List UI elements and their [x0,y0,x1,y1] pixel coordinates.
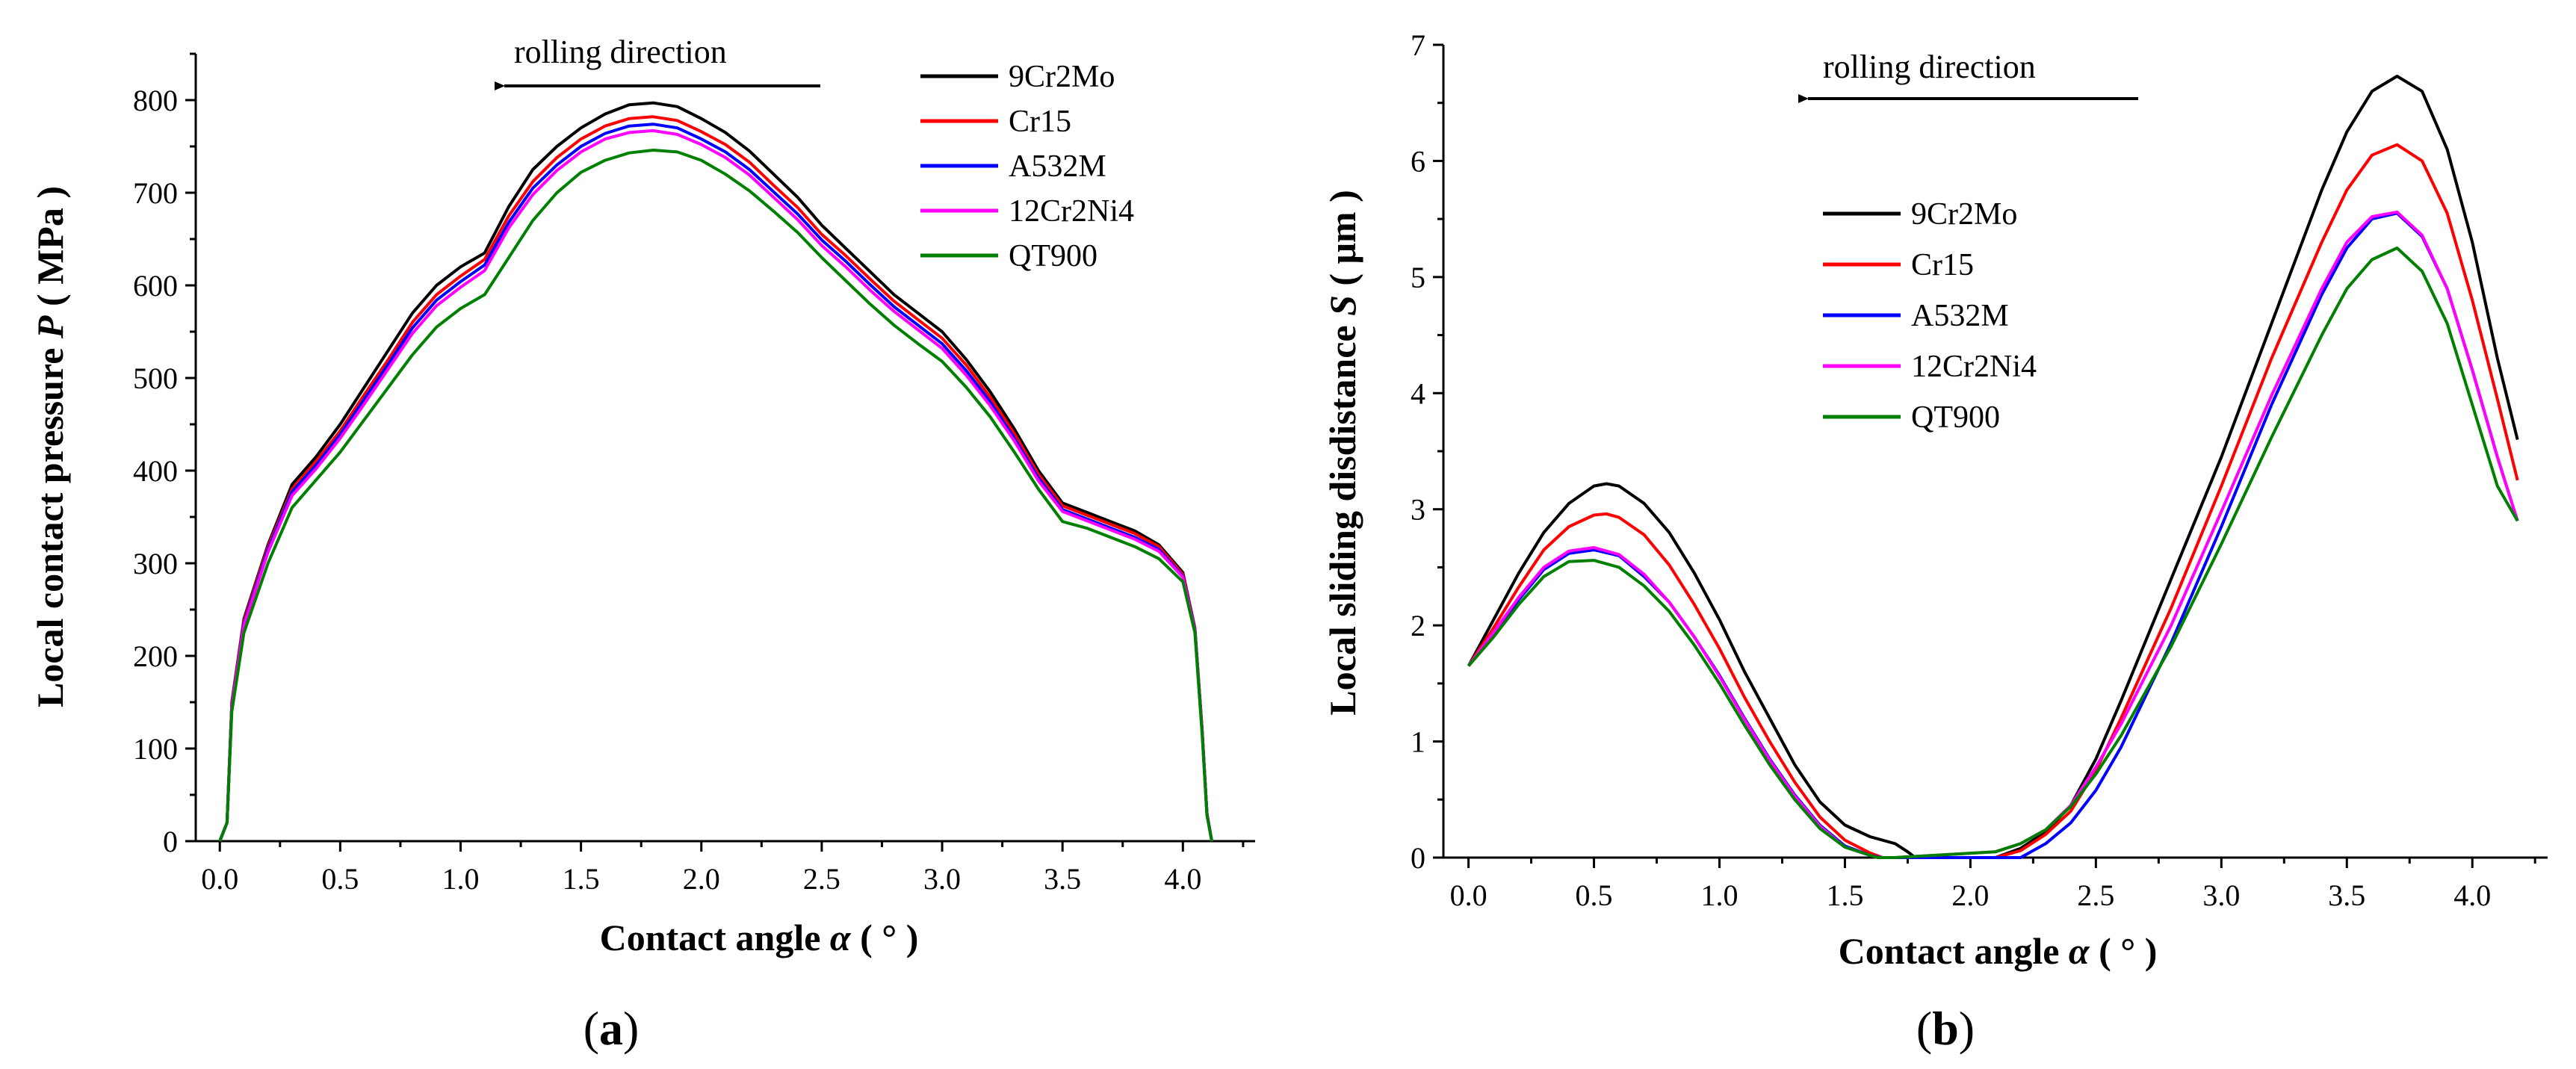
legend-label-A532M: A532M [1911,299,2009,333]
y-tick-label: 6 [1411,144,1425,178]
x-axis-label: Contact angle α ( ° ) [600,917,919,958]
x-tick-label: 2.0 [683,862,720,896]
y-tick-label: 100 [133,732,178,766]
x-tick-label: 2.5 [803,862,840,896]
x-tick-label: 1.0 [1701,879,1739,912]
legend-label-Cr15: Cr15 [1911,248,1974,282]
legend-label-9Cr2Mo: 9Cr2Mo [1009,60,1115,94]
legend-label-12Cr2Ni4: 12Cr2Ni4 [1009,194,1134,229]
y-tick-label: 500 [133,362,178,395]
x-tick-label: 3.5 [1044,862,1081,896]
x-tick-label: 4.0 [2453,879,2491,912]
legend-label-9Cr2Mo: 9Cr2Mo [1911,197,2017,232]
y-tick-label: 400 [133,454,178,488]
x-ticks: 0.0 0.5 1.0 1.5 2.0 2.5 3.0 3.5 4.0 [201,841,1245,896]
x-tick-label: 3.0 [2202,879,2240,912]
legend-label-A532M: A532M [1009,149,1106,184]
y-ticks: 0 100 200 300 400 500 600 700 800 [133,52,196,858]
legend: 9Cr2Mo Cr15 A532M 12Cr2Ni4 QT900 [920,60,1134,273]
y-tick-label: 300 [133,547,178,580]
legend: 9Cr2Mo Cr15 A532M 12Cr2Ni4 QT900 [1823,197,2037,435]
y-ticks: 0 1 2 3 4 5 6 7 [1411,28,1443,875]
y-tick-label: 7 [1411,28,1425,62]
y-tick-label: 4 [1411,377,1425,410]
chart-panel-a: 0.0 0.5 1.0 1.5 2.0 2.5 3.0 3.5 4.0 0 100 200 300 40… [29,34,1255,1055]
x-tick-label: 0.5 [1576,879,1613,912]
series-line-QT900 [218,149,1213,842]
x-tick-label: 0.5 [321,862,359,896]
rolling-direction-label: rolling direction [514,34,727,70]
x-tick-label: 3.0 [923,862,961,896]
series-line-9Cr2Mo [1467,75,2519,859]
legend-label-Cr15: Cr15 [1009,105,1071,139]
x-tick-label: 0.0 [201,862,238,896]
series-line-12Cr2Ni4 [218,128,1213,842]
y-tick-label: 5 [1411,261,1425,294]
series-line-9Cr2Mo [218,101,1213,842]
y-tick-label: 600 [133,269,178,303]
x-tick-label: 1.5 [563,862,600,896]
x-tick-label: 3.5 [2328,879,2365,912]
panel-label-b: (b) [1916,1002,1975,1055]
x-tick-label: 2.0 [1951,879,1989,912]
legend-label-QT900: QT900 [1911,400,2000,435]
y-axis-label: Local contact pressure P ( MPa ) [29,186,71,707]
x-tick-label: 1.5 [1826,879,1863,912]
x-axis-label: Contact angle α ( ° ) [1839,930,2158,972]
x-tick-label: 1.0 [442,862,480,896]
rolling-direction-label: rolling direction [1823,49,2036,85]
chart-panel-b: 0.0 0.5 1.0 1.5 2.0 2.5 3.0 3.5 4.0 0 1 2 3 4 5 6 7 rol… [1322,28,2548,1055]
y-tick-label: 800 [133,84,178,117]
y-tick-label: 2 [1411,609,1425,642]
series-line-Cr15 [1467,143,2519,859]
y-tick-label: 700 [133,176,178,210]
x-tick-label: 2.5 [2077,879,2114,912]
x-tick-label: 0.0 [1450,879,1487,912]
x-tick-label: 4.0 [1164,862,1201,896]
series-group [1467,75,2519,859]
y-tick-label: 200 [133,639,178,673]
legend-label-QT900: QT900 [1009,239,1097,273]
panel-label-a: (a) [583,1002,640,1055]
legend-label-12Cr2Ni4: 12Cr2Ni4 [1911,350,2037,384]
series-line-QT900 [1467,247,2519,859]
y-tick-label: 0 [163,825,178,858]
y-tick-label: 3 [1411,493,1425,527]
series-line-Cr15 [218,115,1213,842]
y-tick-label: 1 [1411,725,1425,759]
series-group [218,101,1213,842]
x-ticks: 0.0 0.5 1.0 1.5 2.0 2.5 3.0 3.5 4.0 [1450,858,2536,912]
series-line-A532M [218,123,1213,842]
y-tick-label: 0 [1411,841,1425,875]
y-axis-label: Local sliding disdistance S ( μm ) [1322,190,1363,715]
